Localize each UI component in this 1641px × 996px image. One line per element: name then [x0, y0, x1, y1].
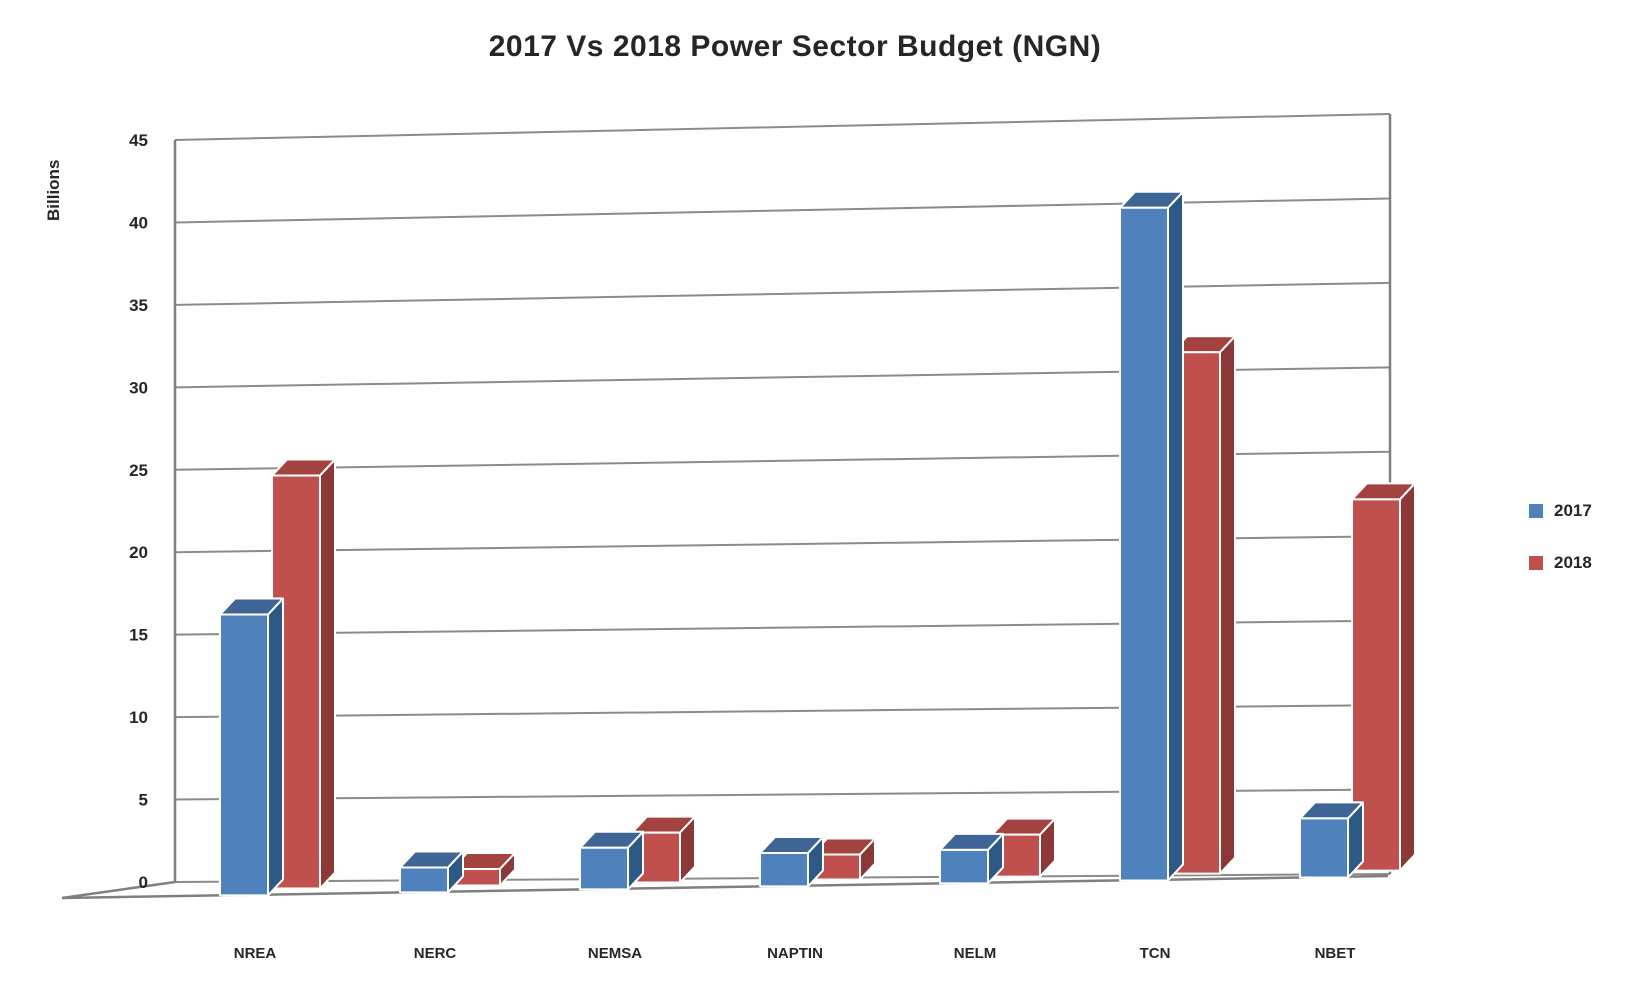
- category-label: NELM: [954, 945, 997, 962]
- legend-label-2018: 2018: [1554, 553, 1592, 572]
- bar-2017: [759, 852, 809, 888]
- y-tick-label: 5: [139, 791, 148, 810]
- legend-swatch-2017: [1529, 504, 1543, 518]
- legend-swatch-2018: [1529, 556, 1543, 570]
- category-label: NREA: [234, 945, 277, 962]
- bar-2017: [399, 866, 449, 894]
- bar-side-2018: [319, 458, 336, 890]
- legend-label-2017: 2017: [1554, 501, 1592, 520]
- bar-2017: [1119, 206, 1169, 882]
- bar-2017: [939, 848, 989, 885]
- bar-2018: [1351, 498, 1401, 872]
- category-label: NEMSA: [588, 945, 642, 962]
- gridline: [174, 113, 1391, 141]
- floor-left-edge: [61, 880, 176, 900]
- bar-side-2017: [267, 597, 284, 897]
- bar-side-2018: [1219, 335, 1236, 875]
- bar-2017: [579, 846, 629, 891]
- y-tick-label: 40: [129, 213, 148, 232]
- y-tick-label: 25: [129, 461, 148, 480]
- legend-item-2017: 2017: [1529, 501, 1592, 521]
- bar-side-2017: [1167, 190, 1184, 882]
- category-label: NERC: [414, 945, 457, 962]
- category-label: NAPTIN: [767, 945, 823, 962]
- y-axis-title: Billions: [44, 159, 63, 222]
- y-tick-label: 15: [129, 626, 148, 645]
- bar-2017: [219, 613, 269, 897]
- bar-side-2018: [1399, 482, 1416, 872]
- category-label: NBET: [1315, 945, 1356, 962]
- y-tick-label: 45: [129, 131, 148, 150]
- chart-title: 2017 Vs 2018 Power Sector Budget (NGN): [488, 30, 1102, 63]
- gridline: [174, 197, 1391, 224]
- bar-2017: [1299, 817, 1349, 879]
- y-tick-label: 30: [129, 378, 148, 397]
- y-tick-label: 0: [139, 873, 148, 892]
- category-label: TCN: [1140, 945, 1171, 962]
- legend-item-2018: 2018: [1529, 553, 1592, 573]
- y-tick-label: 10: [129, 708, 148, 727]
- y-tick-label: 20: [129, 543, 148, 562]
- y-tick-label: 35: [129, 296, 148, 315]
- gridline: [174, 281, 1391, 306]
